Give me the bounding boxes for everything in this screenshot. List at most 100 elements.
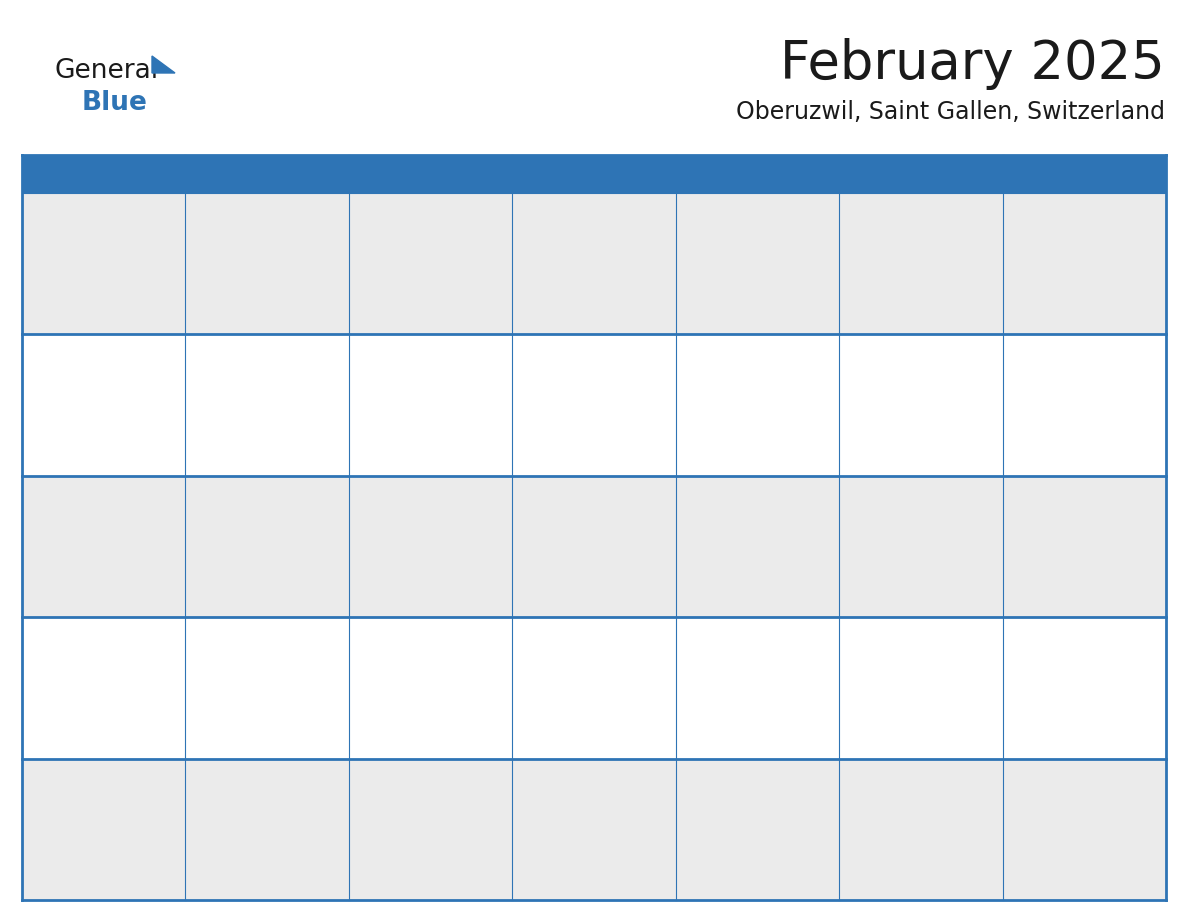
Text: Sunrise: 7:17 AM: Sunrise: 7:17 AM <box>1011 639 1124 652</box>
Text: Sunset: 6:04 PM: Sunset: 6:04 PM <box>684 798 791 811</box>
Text: and 33 minutes.: and 33 minutes. <box>684 690 792 703</box>
Text: Sunset: 6:03 PM: Sunset: 6:03 PM <box>520 798 628 811</box>
Text: Sunrise: 7:06 AM: Sunrise: 7:06 AM <box>847 780 960 793</box>
Text: 1: 1 <box>1011 198 1022 216</box>
Text: and 40 minutes.: and 40 minutes. <box>194 408 302 420</box>
Text: Daylight: 10 hours: Daylight: 10 hours <box>684 532 807 544</box>
Text: Sunset: 5:55 PM: Sunset: 5:55 PM <box>847 656 955 669</box>
Text: 12: 12 <box>520 481 542 498</box>
Text: and 26 minutes.: and 26 minutes. <box>356 690 466 703</box>
Text: Sunset: 5:46 PM: Sunset: 5:46 PM <box>1011 515 1118 528</box>
Text: Daylight: 10 hours: Daylight: 10 hours <box>520 532 644 544</box>
Text: and 10 minutes.: and 10 minutes. <box>684 549 792 562</box>
Text: Sunrise: 7:20 AM: Sunrise: 7:20 AM <box>684 639 797 652</box>
Text: Sunset: 5:33 PM: Sunset: 5:33 PM <box>847 374 955 386</box>
Text: Daylight: 9 hours: Daylight: 9 hours <box>30 390 145 403</box>
Text: Daylight: 10 hours: Daylight: 10 hours <box>30 673 153 686</box>
Text: Sunset: 5:39 PM: Sunset: 5:39 PM <box>356 515 465 528</box>
Text: Saturday: Saturday <box>1011 165 1089 183</box>
Text: 23: 23 <box>30 764 51 781</box>
Text: Daylight: 9 hours: Daylight: 9 hours <box>1011 390 1125 403</box>
Text: Sunrise: 7:09 AM: Sunrise: 7:09 AM <box>520 780 633 793</box>
Text: Friday: Friday <box>847 165 901 183</box>
Text: 17: 17 <box>194 622 215 640</box>
Text: and 13 minutes.: and 13 minutes. <box>847 549 956 562</box>
Text: Sunset: 5:38 PM: Sunset: 5:38 PM <box>194 515 302 528</box>
Text: Sunday: Sunday <box>30 165 95 183</box>
Text: Sunset: 5:36 PM: Sunset: 5:36 PM <box>30 515 138 528</box>
Text: 10: 10 <box>194 481 215 498</box>
Text: Sunrise: 7:35 AM: Sunrise: 7:35 AM <box>356 498 470 510</box>
Text: Daylight: 10 hours: Daylight: 10 hours <box>356 673 480 686</box>
Text: 3: 3 <box>194 340 204 357</box>
Text: 11: 11 <box>356 481 378 498</box>
Text: and 4 minutes.: and 4 minutes. <box>356 549 457 562</box>
Text: Daylight: 10 hours: Daylight: 10 hours <box>684 673 807 686</box>
Text: Sunrise: 7:41 AM: Sunrise: 7:41 AM <box>847 356 960 369</box>
Text: Sunrise: 7:40 AM: Sunrise: 7:40 AM <box>1011 356 1124 369</box>
Text: 9: 9 <box>30 481 40 498</box>
Text: and 43 minutes.: and 43 minutes. <box>356 408 466 420</box>
Text: Sunrise: 7:30 AM: Sunrise: 7:30 AM <box>847 498 960 510</box>
Text: and 1 minute.: and 1 minute. <box>194 549 286 562</box>
Text: Sunrise: 7:11 AM: Sunrise: 7:11 AM <box>356 780 470 793</box>
Text: Sunset: 5:56 PM: Sunset: 5:56 PM <box>1011 656 1118 669</box>
Text: Sunset: 5:49 PM: Sunset: 5:49 PM <box>194 656 301 669</box>
Text: Sunset: 5:28 PM: Sunset: 5:28 PM <box>356 374 465 386</box>
Text: Sunset: 5:50 PM: Sunset: 5:50 PM <box>356 656 465 669</box>
Text: Daylight: 9 hours: Daylight: 9 hours <box>1011 249 1125 262</box>
Text: Sunset: 5:24 PM: Sunset: 5:24 PM <box>1011 232 1118 245</box>
Text: and 53 minutes.: and 53 minutes. <box>520 832 628 845</box>
Text: Daylight: 9 hours: Daylight: 9 hours <box>684 390 798 403</box>
Text: 22: 22 <box>1011 622 1032 640</box>
Text: and 39 minutes.: and 39 minutes. <box>1011 690 1119 703</box>
Text: and 34 minutes.: and 34 minutes. <box>1011 266 1119 279</box>
Text: Sunrise: 7:22 AM: Sunrise: 7:22 AM <box>520 639 633 652</box>
Text: Sunset: 6:00 PM: Sunset: 6:00 PM <box>194 798 301 811</box>
Text: and 56 minutes.: and 56 minutes. <box>684 832 792 845</box>
Text: and 49 minutes.: and 49 minutes. <box>356 832 466 845</box>
Text: Sunrise: 7:44 AM: Sunrise: 7:44 AM <box>520 356 633 369</box>
Text: 27: 27 <box>684 764 704 781</box>
Text: Daylight: 10 hours: Daylight: 10 hours <box>520 673 644 686</box>
Text: Blue: Blue <box>82 90 147 116</box>
Text: Daylight: 10 hours: Daylight: 10 hours <box>684 814 807 828</box>
Text: Sunset: 6:01 PM: Sunset: 6:01 PM <box>356 798 465 811</box>
Text: 26: 26 <box>520 764 542 781</box>
Text: Daylight: 10 hours: Daylight: 10 hours <box>1011 532 1133 544</box>
Text: Sunrise: 7:37 AM: Sunrise: 7:37 AM <box>194 498 307 510</box>
Text: Daylight: 11 hours: Daylight: 11 hours <box>847 814 971 828</box>
Text: and 43 minutes.: and 43 minutes. <box>30 832 139 845</box>
Text: and 23 minutes.: and 23 minutes. <box>194 690 302 703</box>
Text: Daylight: 10 hours: Daylight: 10 hours <box>847 673 971 686</box>
Text: Wednesday: Wednesday <box>520 165 621 183</box>
Text: Sunrise: 7:29 AM: Sunrise: 7:29 AM <box>1011 498 1124 510</box>
Text: Sunset: 5:32 PM: Sunset: 5:32 PM <box>684 374 791 386</box>
Text: Daylight: 9 hours: Daylight: 9 hours <box>520 390 634 403</box>
Text: Oberuzwil, Saint Gallen, Switzerland: Oberuzwil, Saint Gallen, Switzerland <box>737 100 1165 124</box>
Text: Sunrise: 7:18 AM: Sunrise: 7:18 AM <box>847 639 960 652</box>
Text: Daylight: 10 hours: Daylight: 10 hours <box>194 673 316 686</box>
Text: Sunset: 5:41 PM: Sunset: 5:41 PM <box>520 515 628 528</box>
Text: Sunset: 5:58 PM: Sunset: 5:58 PM <box>30 798 138 811</box>
Text: Daylight: 10 hours: Daylight: 10 hours <box>1011 673 1133 686</box>
Text: Daylight: 10 hours: Daylight: 10 hours <box>356 814 480 828</box>
Text: Sunrise: 7:07 AM: Sunrise: 7:07 AM <box>684 780 797 793</box>
Text: Sunrise: 7:15 AM: Sunrise: 7:15 AM <box>30 780 143 793</box>
Text: Sunset: 5:43 PM: Sunset: 5:43 PM <box>684 515 791 528</box>
Text: Sunrise: 7:45 AM: Sunrise: 7:45 AM <box>356 356 469 369</box>
Text: Sunrise: 7:25 AM: Sunrise: 7:25 AM <box>194 639 307 652</box>
Text: 5: 5 <box>520 340 531 357</box>
Text: and 58 minutes.: and 58 minutes. <box>30 549 139 562</box>
Text: 6: 6 <box>684 340 694 357</box>
Text: 7: 7 <box>847 340 858 357</box>
Text: and 7 minutes.: and 7 minutes. <box>520 549 620 562</box>
Text: Thursday: Thursday <box>684 165 765 183</box>
Text: Sunrise: 7:43 AM: Sunrise: 7:43 AM <box>684 356 797 369</box>
Text: 14: 14 <box>847 481 868 498</box>
Text: 16: 16 <box>30 622 51 640</box>
Text: 24: 24 <box>194 764 215 781</box>
Text: Sunrise: 7:38 AM: Sunrise: 7:38 AM <box>30 498 143 510</box>
Text: 19: 19 <box>520 622 542 640</box>
Text: Tuesday: Tuesday <box>356 165 428 183</box>
